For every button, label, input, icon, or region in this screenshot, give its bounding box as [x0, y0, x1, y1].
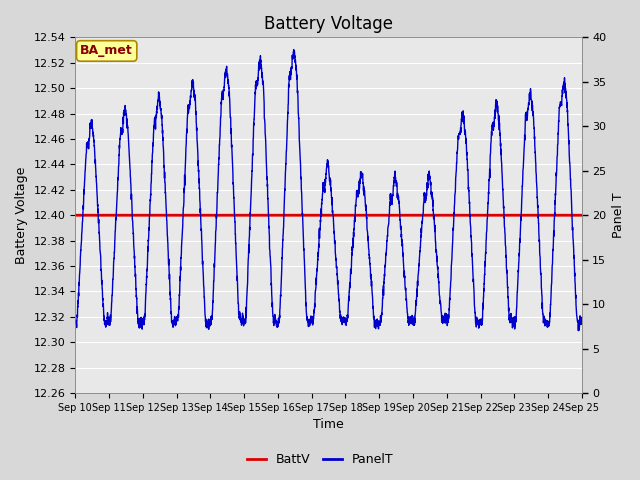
Title: Battery Voltage: Battery Voltage [264, 15, 393, 33]
Y-axis label: Panel T: Panel T [612, 192, 625, 238]
Text: BA_met: BA_met [81, 45, 133, 58]
Y-axis label: Battery Voltage: Battery Voltage [15, 167, 28, 264]
Legend: BattV, PanelT: BattV, PanelT [242, 448, 398, 471]
X-axis label: Time: Time [313, 419, 344, 432]
